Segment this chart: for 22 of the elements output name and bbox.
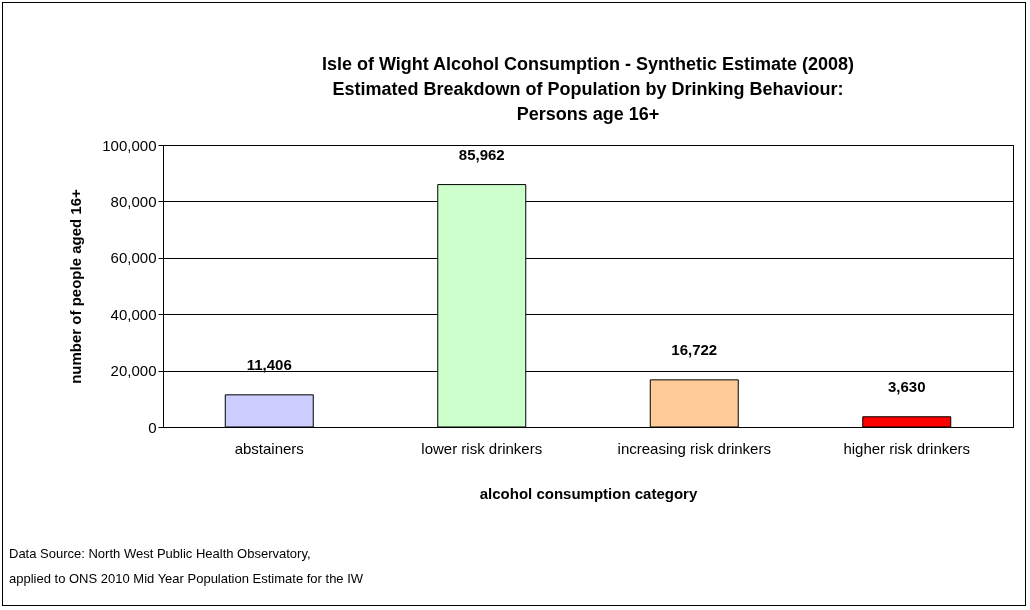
x-tick-label: abstainers <box>234 439 304 457</box>
bar <box>224 394 314 428</box>
y-tick-label: 100,000 <box>102 136 157 154</box>
text: applied to ONS 2010 Mid Year Population Estimate for the IW <box>9 570 364 588</box>
x-tick-label: higher risk drinkers <box>843 439 971 457</box>
y-tick-label: 80,000 <box>110 192 157 210</box>
bar <box>862 416 952 428</box>
y-tick-label: 40,000 <box>110 305 157 323</box>
bar <box>649 379 739 428</box>
x-tick-label: increasing risk drinkers <box>617 439 771 457</box>
y-tick-label: 60,000 <box>110 249 157 267</box>
data-label: 3,630 <box>887 377 926 395</box>
x-axis-title: alcohol consumption category <box>479 484 698 502</box>
y-tick-label: 20,000 <box>110 362 157 380</box>
x-tick-label: lower risk drinkers <box>421 439 543 457</box>
chart-title: Isle of Wight Alcohol Consumption - Synthetic Estimate (2008) Estimated Breakdown of Population by Drinking Behaviour: Persons age 16+ <box>321 54 855 124</box>
y-tick-label: 0 <box>148 418 157 436</box>
data-label: 16,722 <box>671 340 718 358</box>
data-label: 85,962 <box>458 145 505 163</box>
y-axis-title: number of people aged 16+ <box>67 188 85 384</box>
source-note: Data Source: North West Public Health Observatory, <box>9 545 312 563</box>
data-label: 11,406 <box>246 355 292 373</box>
